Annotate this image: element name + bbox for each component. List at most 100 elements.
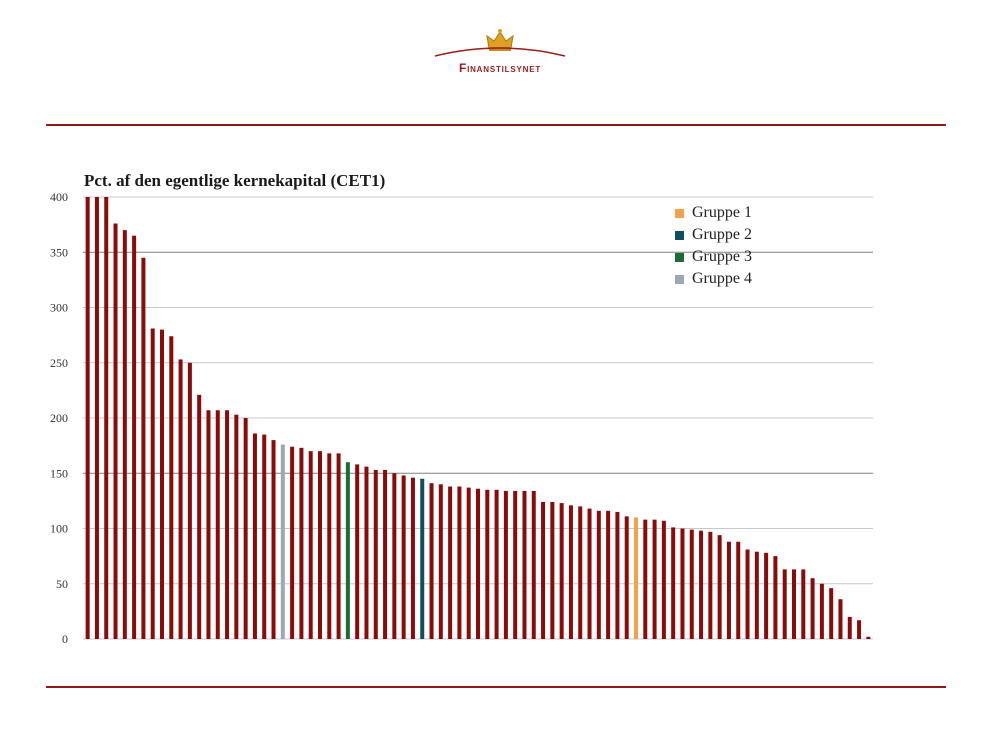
bar-22 (280, 444, 285, 639)
bar-9 (160, 329, 164, 639)
logo-text: Finanstilsynet (458, 61, 542, 75)
bar-12 (187, 362, 192, 639)
bar-74 (764, 552, 769, 639)
bar-49 (531, 490, 536, 639)
bars-layer (85, 197, 871, 640)
bar-53 (568, 505, 573, 639)
legend-swatch-gruppe-2 (675, 230, 684, 240)
bar-35 (401, 475, 406, 639)
bottom-divider (46, 686, 946, 688)
bar-17 (234, 414, 239, 639)
bar-38 (429, 483, 434, 639)
legend-label-gruppe-1: Gruppe 1 (692, 204, 752, 221)
bar-37 (420, 478, 425, 639)
bar-75 (773, 556, 778, 640)
bar-78 (801, 569, 806, 639)
bar-2 (94, 197, 99, 639)
y-tick-label-50: 50 (56, 577, 68, 591)
bar-68 (708, 531, 713, 639)
bar-3 (104, 197, 109, 639)
bar-19 (252, 433, 257, 639)
y-tick-label-200: 200 (50, 411, 68, 425)
bar-15 (215, 410, 220, 639)
bar-34 (392, 473, 397, 639)
bar-41 (457, 486, 462, 639)
bar-85 (866, 636, 871, 639)
y-axis-ticks: 0 50 100 150 200 250 300 350 400 (50, 190, 68, 646)
bar-55 (587, 508, 592, 639)
legend-swatch-gruppe-1 (675, 208, 684, 218)
legend-swatch-gruppe-3 (675, 252, 684, 262)
top-divider (46, 124, 946, 126)
bar-21 (271, 440, 276, 639)
y-tick-label-400: 400 (50, 190, 68, 204)
bar-28 (336, 453, 341, 639)
bar-30 (355, 464, 360, 639)
bar-8 (150, 328, 155, 639)
bar-11 (178, 359, 183, 639)
bar-65 (680, 528, 685, 639)
legend-label-gruppe-4: Gruppe 4 (692, 270, 752, 287)
crown-icon (486, 29, 514, 51)
bar-61 (643, 519, 648, 639)
bar-80 (819, 583, 824, 639)
bar-29 (345, 462, 350, 639)
bar-82 (838, 599, 843, 639)
chart-title: Pct. af den egentlige kernekapital (CET1… (84, 171, 386, 190)
bar-59 (624, 516, 629, 639)
bar-33 (383, 469, 388, 639)
bar-79 (810, 578, 815, 639)
chart-legend: Gruppe 1 Gruppe 2 Gruppe 3 Gruppe 4 (675, 202, 752, 290)
bar-56 (596, 510, 601, 639)
bar-50 (541, 501, 546, 639)
bar-60 (634, 517, 638, 639)
bar-18 (243, 418, 248, 639)
bar-14 (206, 410, 211, 639)
y-tick-label-250: 250 (50, 356, 68, 370)
bar-32 (373, 469, 378, 639)
bar-70 (726, 541, 731, 639)
bar-44 (485, 489, 490, 639)
bar-51 (550, 501, 555, 639)
bar-24 (299, 447, 304, 639)
y-tick-label-300: 300 (50, 301, 68, 315)
y-tick-label-0: 0 (62, 632, 68, 646)
logo-arc-decoration (434, 47, 566, 57)
bar-54 (578, 506, 583, 639)
bar-77 (792, 569, 796, 639)
bar-84 (857, 620, 862, 639)
bar-67 (699, 530, 704, 639)
bar-45 (494, 489, 499, 639)
legend-label-gruppe-2: Gruppe 2 (692, 226, 752, 243)
bar-40 (448, 486, 453, 639)
bar-66 (689, 529, 694, 639)
bar-47 (513, 490, 518, 639)
bar-71 (736, 541, 741, 639)
legend-item-gruppe-2: Gruppe 2 (675, 224, 752, 246)
bar-25 (308, 451, 313, 639)
bar-72 (745, 549, 750, 639)
legend-item-gruppe-3: Gruppe 3 (675, 246, 752, 268)
bar-43 (476, 488, 480, 639)
legend-item-gruppe-4: Gruppe 4 (675, 268, 752, 290)
y-tick-label-350: 350 (50, 245, 68, 259)
legend-swatch-gruppe-4 (675, 274, 684, 284)
bar-10 (169, 336, 174, 639)
bar-46 (503, 490, 508, 639)
bar-36 (410, 477, 415, 639)
bar-52 (559, 503, 564, 639)
bar-13 (197, 394, 202, 639)
legend-label-gruppe-3: Gruppe 3 (692, 248, 752, 265)
bar-83 (847, 616, 852, 639)
bar-63 (661, 520, 666, 639)
bar-16 (225, 410, 230, 639)
bar-42 (466, 487, 471, 639)
bar-69 (717, 535, 722, 639)
header-logo: Finanstilsynet (0, 0, 1000, 110)
bar-39 (438, 484, 443, 639)
bar-4 (113, 223, 118, 639)
bar-5 (122, 230, 127, 639)
bar-48 (522, 490, 527, 639)
bar-76 (782, 569, 787, 639)
